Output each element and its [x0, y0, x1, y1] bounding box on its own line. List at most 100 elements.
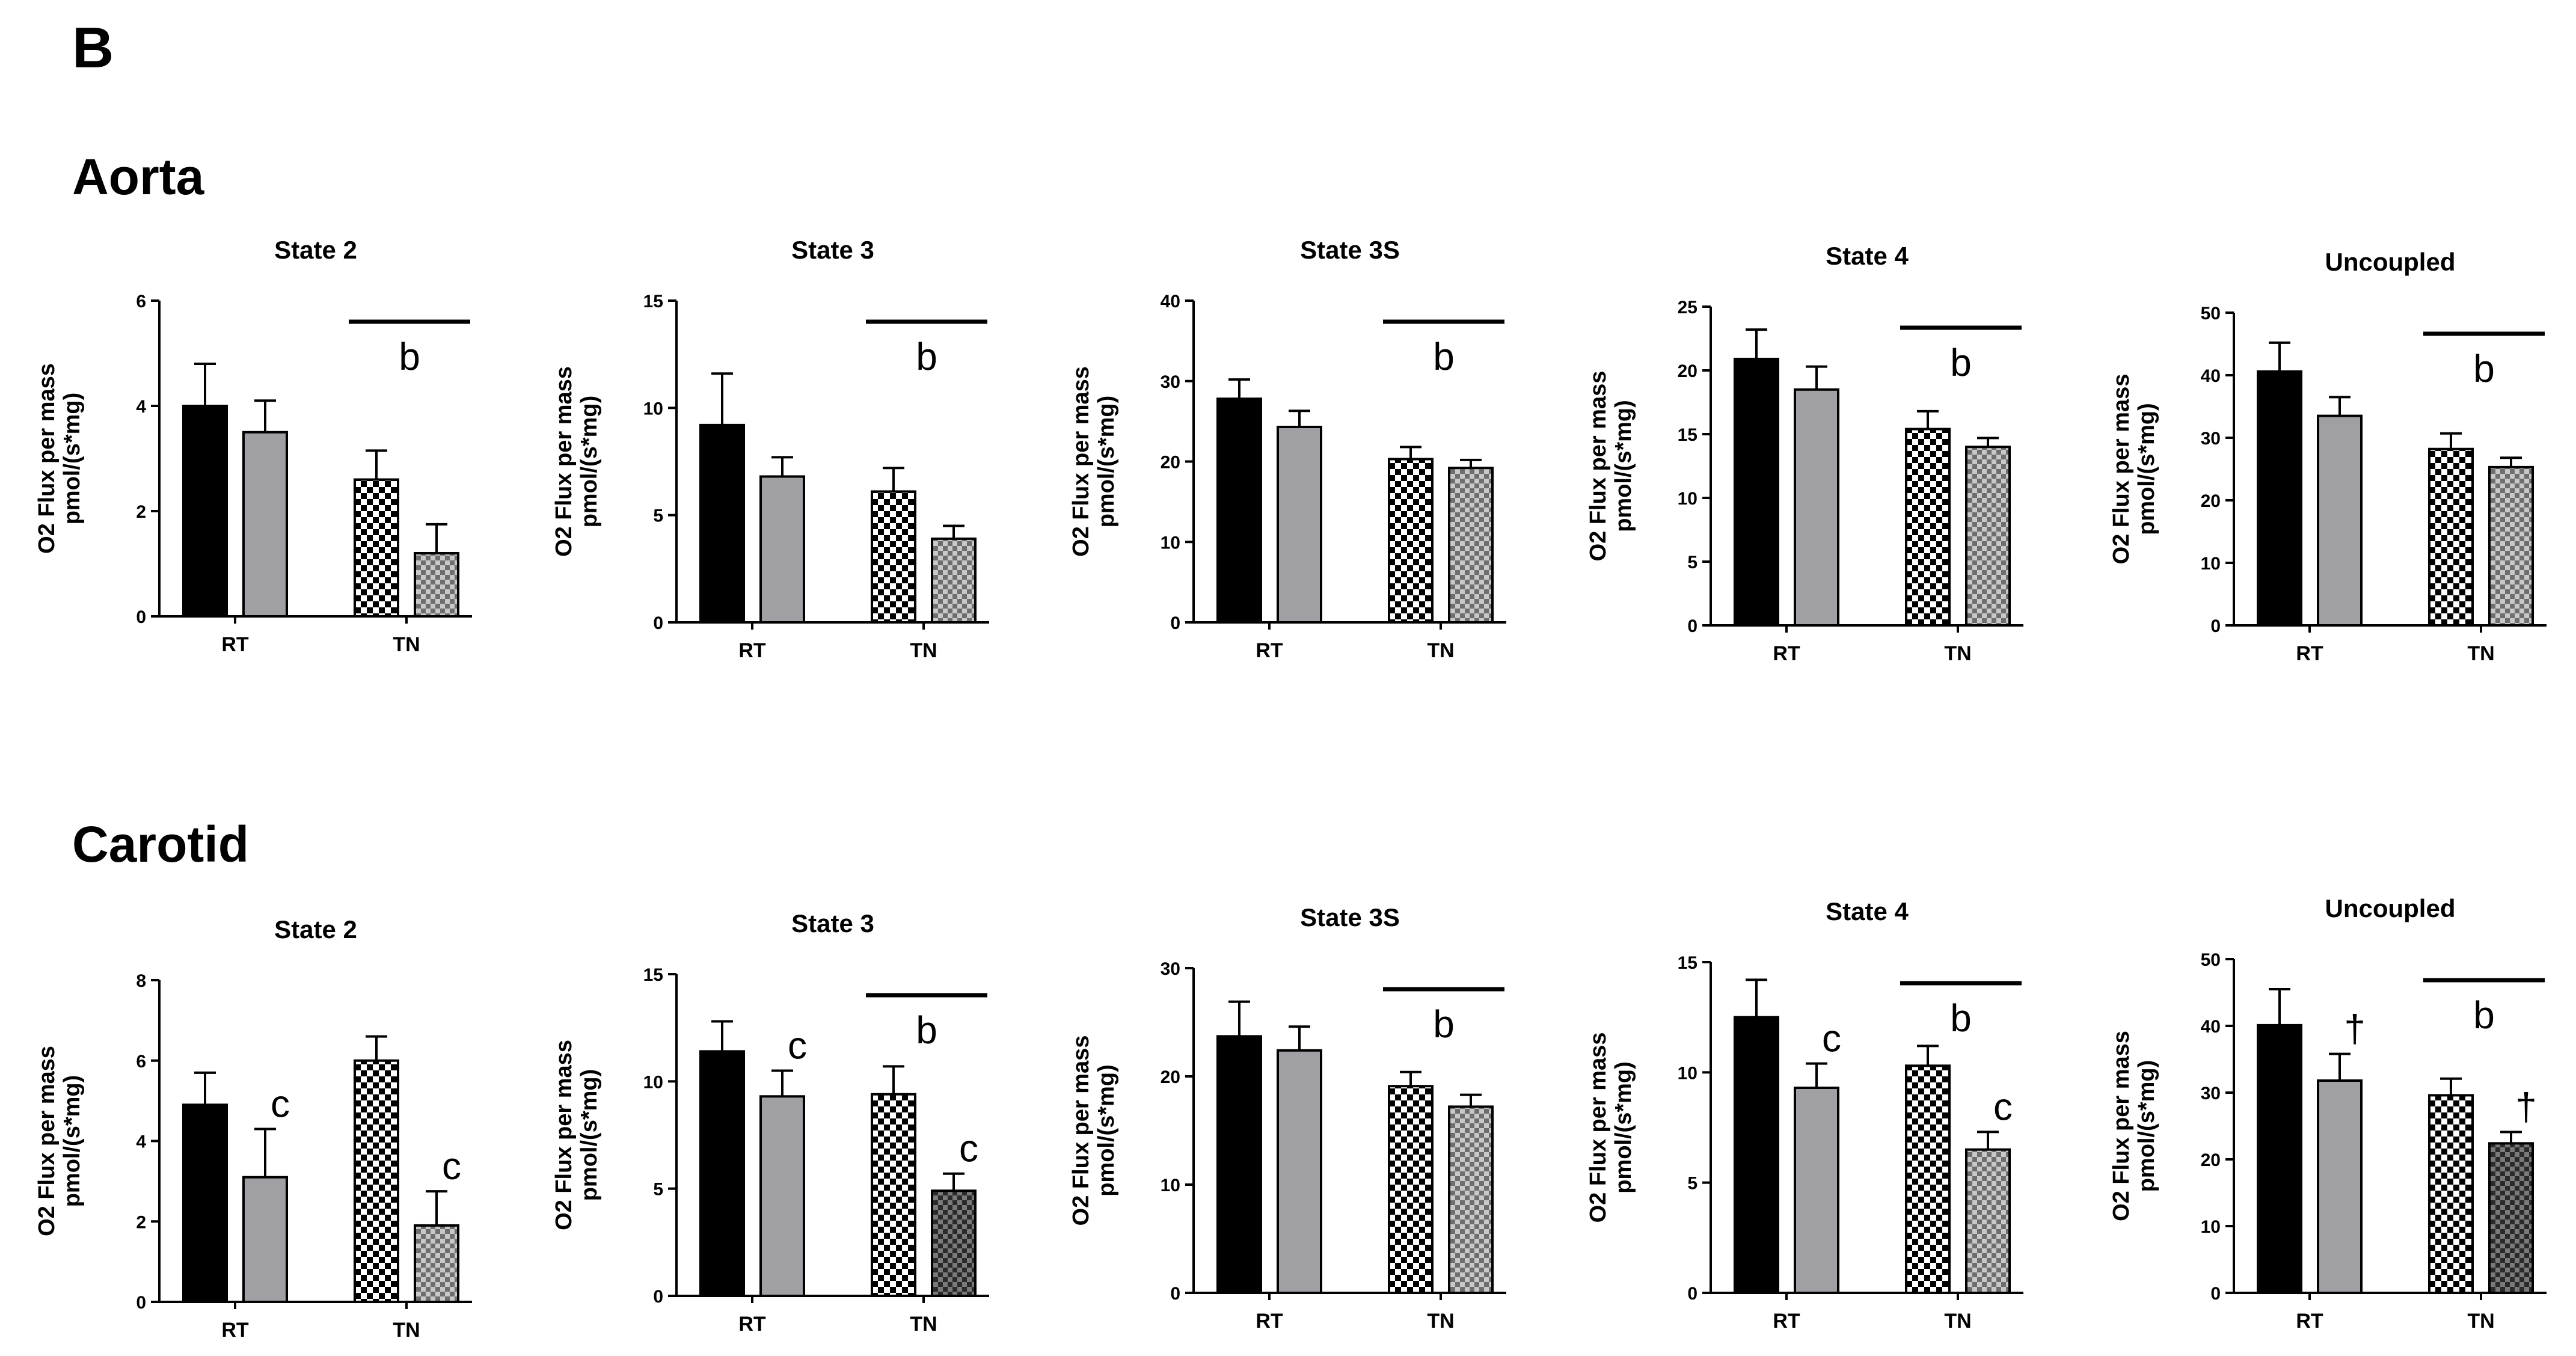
bar: [2428, 447, 2474, 627]
chart-carotid-0: State 2 O2 Flux per mass pmol/(s*mg) 0 2 4 6 8 R…: [34, 915, 472, 1342]
chart-title: State 3: [791, 236, 874, 264]
y-tick-label: 30: [1161, 959, 1180, 979]
chart-title: Uncoupled: [2325, 248, 2456, 276]
y-tick-label: 50: [2201, 950, 2221, 970]
y-tick-label: 0: [1687, 616, 1697, 636]
significance-label: c: [1822, 1017, 1841, 1060]
y-axis-label: pmol/(s*mg): [60, 393, 85, 525]
x-tick-label: RT: [221, 1319, 249, 1342]
chart-title: State 3S: [1300, 903, 1400, 931]
significance-label: c: [271, 1082, 290, 1125]
y-axis-label: O2 Flux per mass: [34, 363, 60, 554]
significance-label: †: [2515, 1085, 2537, 1128]
y-tick-label: 40: [2201, 1017, 2221, 1037]
y-tick-label: 10: [1678, 489, 1697, 509]
significance-label: c: [442, 1144, 461, 1188]
bar: [2317, 1079, 2363, 1294]
y-tick-label: 15: [643, 965, 663, 985]
chart-aorta-2: State 3S O2 Flux per mass pmol/(s*mg) 0 10 20…: [1069, 236, 1506, 662]
y-axis-label: pmol/(s*mg): [60, 1075, 85, 1207]
bar: [1905, 1064, 1951, 1294]
x-tick-label: RT: [1773, 642, 1800, 665]
y-axis-label: O2 Flux per mass: [2109, 374, 2134, 565]
y-axis-label: O2 Flux per mass: [1069, 1035, 1094, 1226]
chart-aorta-3: State 4 O2 Flux per mass pmol/(s*mg) 0 5 10 15…: [1586, 242, 2023, 665]
y-axis-label: O2 Flux per mass: [551, 1040, 577, 1230]
y-tick-label: 6: [136, 1052, 146, 1072]
bar: [354, 478, 399, 618]
y-axis-label: O2 Flux per mass: [1586, 1032, 1611, 1223]
y-tick-label: 5: [1687, 553, 1697, 572]
y-tick-label: 0: [1687, 1284, 1697, 1304]
y-tick-label: 10: [1161, 533, 1180, 553]
y-tick-label: 20: [1678, 361, 1697, 381]
y-tick-label: 6: [136, 292, 146, 311]
bar: [2488, 1142, 2534, 1294]
row-title-aorta: Aorta: [72, 149, 204, 205]
y-tick-label: 0: [653, 613, 663, 633]
y-tick-label: 0: [1170, 613, 1180, 633]
x-tick-label: TN: [1944, 1310, 1971, 1333]
significance-label: b: [2473, 993, 2495, 1037]
chart-title: State 3: [791, 909, 874, 937]
bar: [931, 1189, 977, 1297]
y-tick-label: 15: [643, 292, 663, 311]
y-tick-label: 10: [2201, 1217, 2221, 1237]
y-tick-label: 4: [136, 1132, 146, 1152]
y-axis-label: O2 Flux per mass: [1586, 371, 1611, 562]
bar: [871, 490, 916, 624]
y-axis-label: O2 Flux per mass: [2109, 1031, 2134, 1221]
bar: [699, 1050, 745, 1297]
y-tick-label: 5: [653, 506, 663, 526]
y-axis-label: O2 Flux per mass: [1069, 366, 1094, 557]
y-tick-label: 5: [653, 1180, 663, 1200]
chart-title: State 3S: [1300, 236, 1400, 264]
y-tick-label: 10: [643, 399, 663, 419]
y-tick-label: 20: [1161, 1067, 1180, 1087]
x-tick-label: RT: [2296, 642, 2323, 665]
bar: [2257, 370, 2302, 627]
bar: [871, 1093, 916, 1297]
panel-label: B: [72, 16, 114, 80]
y-axis-label: pmol/(s*mg): [1611, 400, 1636, 532]
chart-carotid-4: Uncoupled O2 Flux per mass pmol/(s*mg) 0 10 2…: [2109, 894, 2547, 1333]
bar: [1388, 458, 1434, 624]
y-tick-label: 30: [1161, 372, 1180, 392]
x-tick-label: TN: [2467, 1310, 2494, 1333]
chart-aorta-4: Uncoupled O2 Flux per mass pmol/(s*mg) 0 10 2…: [2109, 248, 2547, 665]
bar: [1216, 397, 1262, 624]
significance-label: b: [916, 335, 937, 378]
bar: [1216, 1035, 1262, 1294]
bar: [1277, 425, 1322, 624]
chart-aorta-1: State 3 O2 Flux per mass pmol/(s*mg) 0 5 10 15…: [551, 236, 989, 662]
chart-carotid-1: State 3 O2 Flux per mass pmol/(s*mg) 0 5 10 15…: [551, 909, 989, 1336]
y-axis-label: O2 Flux per mass: [34, 1046, 60, 1236]
y-tick-label: 15: [1678, 953, 1697, 973]
y-tick-label: 20: [2201, 491, 2221, 511]
bar: [414, 552, 459, 618]
x-tick-label: TN: [393, 633, 420, 656]
bar: [242, 1176, 288, 1303]
bar: [699, 423, 745, 624]
row-title-carotid: Carotid: [72, 816, 249, 873]
chart-title: Uncoupled: [2325, 894, 2456, 922]
y-tick-label: 40: [1161, 292, 1180, 311]
y-tick-label: 0: [653, 1287, 663, 1307]
y-axis-label: pmol/(s*mg): [1094, 1064, 1119, 1197]
y-tick-label: 10: [2201, 554, 2221, 574]
chart-carotid-2: State 3S O2 Flux per mass pmol/(s*mg) 0 10 20…: [1069, 903, 1506, 1333]
significance-label: b: [1950, 996, 1972, 1040]
y-tick-label: 50: [2201, 304, 2221, 324]
bar: [2428, 1094, 2474, 1294]
x-tick-label: TN: [393, 1319, 420, 1342]
significance-label: b: [2473, 347, 2495, 390]
bar: [1448, 467, 1494, 624]
bar: [182, 405, 228, 618]
chart-aorta-0: State 2 O2 Flux per mass pmol/(s*mg) 0 2 4 6 RT…: [34, 236, 472, 656]
y-tick-label: 25: [1678, 298, 1697, 318]
significance-label: b: [1433, 335, 1455, 378]
y-tick-label: 20: [2201, 1150, 2221, 1170]
y-axis-label: pmol/(s*mg): [577, 396, 602, 528]
y-tick-label: 10: [1161, 1176, 1180, 1195]
x-tick-label: RT: [1256, 1310, 1283, 1333]
